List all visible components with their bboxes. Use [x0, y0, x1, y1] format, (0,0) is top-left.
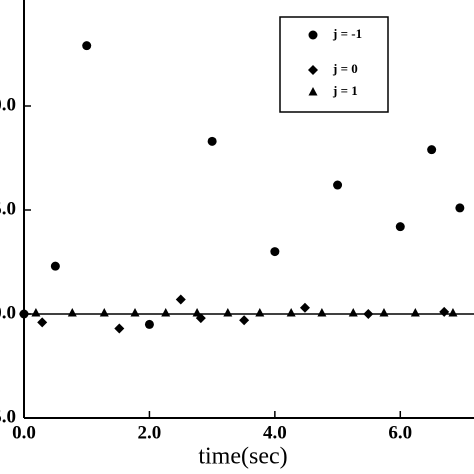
point: [130, 307, 140, 317]
y-tick-label: 5.0: [0, 198, 16, 219]
point: [410, 307, 420, 317]
point: [37, 317, 48, 328]
point: [317, 307, 327, 317]
legend-marker: [308, 30, 318, 40]
point: [82, 41, 92, 51]
point: [67, 307, 77, 317]
x-tick-label: 6.0: [388, 422, 412, 443]
x-tick-label: 2.0: [138, 422, 162, 443]
point: [99, 307, 109, 317]
point: [31, 307, 41, 317]
point: [19, 309, 29, 319]
legend-label: j = -1: [332, 26, 362, 41]
point: [286, 307, 296, 317]
point: [144, 319, 154, 329]
point: [333, 180, 343, 190]
legend-label: j = 0: [332, 61, 358, 76]
x-tick-label: 4.0: [263, 422, 287, 443]
point: [379, 307, 389, 317]
legend-marker: [308, 65, 318, 75]
point: [299, 302, 310, 313]
point: [255, 307, 265, 317]
x-tick-label: 0.0: [12, 422, 36, 443]
point: [395, 222, 405, 232]
point: [427, 145, 437, 155]
point: [114, 323, 125, 334]
point: [239, 315, 250, 326]
x-axis-label: time(sec): [198, 444, 287, 470]
legend-marker: [308, 87, 318, 96]
point: [192, 307, 202, 317]
y-tick-label: 0.0: [0, 302, 16, 323]
point: [363, 309, 374, 319]
point: [161, 307, 171, 317]
legend-box: [279, 16, 389, 113]
point: [223, 307, 233, 317]
point: [448, 307, 458, 317]
point: [348, 307, 358, 317]
point: [175, 294, 186, 305]
y-tick-label: 10.0: [0, 94, 16, 115]
point: [439, 306, 450, 317]
legend-label: j = 1: [332, 83, 358, 98]
point: [50, 261, 60, 271]
point: [455, 203, 465, 213]
y-tick-label: -5.0: [0, 406, 16, 427]
point: [270, 247, 280, 257]
point: [207, 136, 217, 146]
